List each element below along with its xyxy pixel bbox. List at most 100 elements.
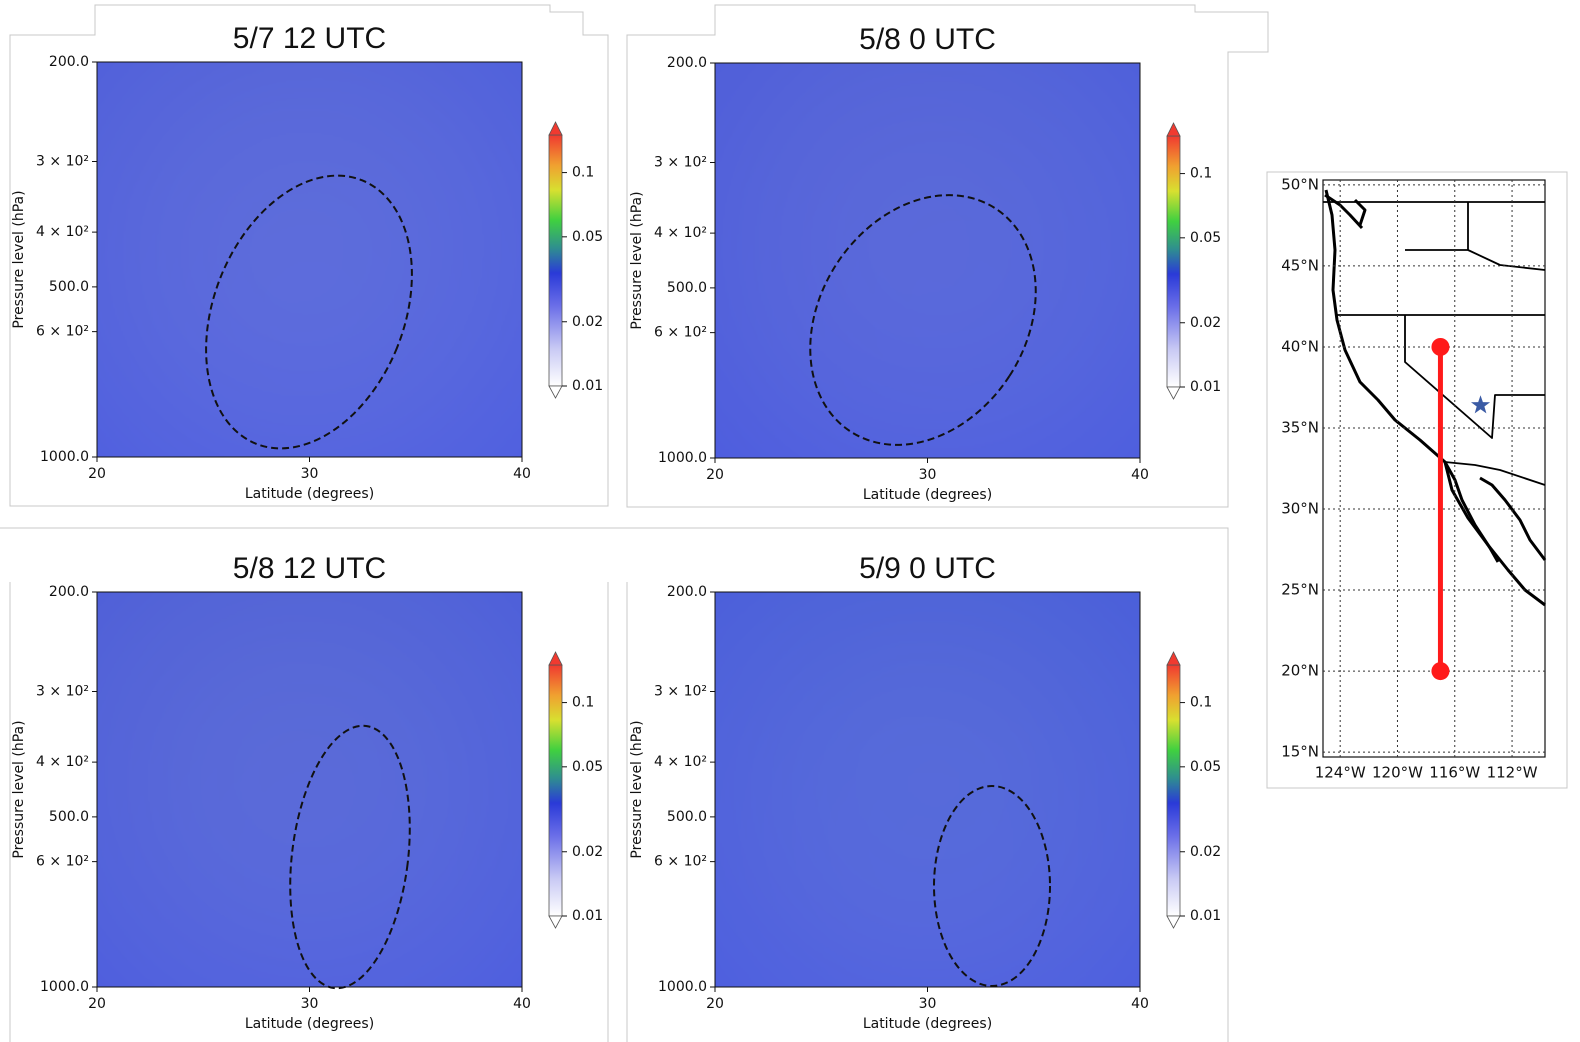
x-tick-label: 20 [88,466,106,482]
y-tick-label: 4 × 10² [36,754,89,770]
y-axis-label: Pressure level (hPa) [11,720,27,858]
y-tick-label: 25°N [1281,581,1319,599]
x-tick-label: 20 [88,996,106,1012]
colorbar-extend-top [548,651,563,666]
y-tick-label: 30°N [1281,500,1319,518]
y-tick-label: 3 × 10² [36,684,89,700]
contour-region [97,445,522,457]
colorbar [1166,664,1181,917]
contour-field [97,592,522,987]
map-frame [1322,179,1546,758]
x-tick-label: 124°W [1315,764,1366,782]
contour-region [161,62,310,92]
x-tick-label: 120°W [1372,764,1423,782]
contour-region [843,327,928,391]
y-tick-label: 4 × 10² [654,754,707,770]
panel: 5/9 0 UTC 20 30 40 200.0 3 × 10² 4 × 10² 500.0 6… [629,552,1221,1032]
colorbar-tick-label: 0.01 [572,378,603,394]
colorbar-tick-label: 0.02 [572,314,603,330]
x-tick-label: 112°W [1487,764,1538,782]
colorbar-tick-label: 0.01 [1190,379,1221,395]
contour-region [225,313,269,370]
colorbar-tick-label: 0.05 [1190,230,1221,246]
y-tick-label: 1000.0 [658,979,707,995]
y-tick-label: 6 × 10² [36,324,89,340]
y-tick-label: 50°N [1281,175,1319,193]
contour-region [821,592,847,624]
x-axis-label: Latitude (degrees) [245,1016,374,1032]
y-axis-label: Pressure level (hPa) [629,191,645,329]
y-axis-label: Pressure level (hPa) [629,720,645,858]
location-star [1471,395,1491,414]
y-tick-label: 40°N [1281,337,1319,355]
y-tick-label: 1000.0 [658,450,707,466]
x-tick-label: 30 [301,466,319,482]
contour-region [1064,95,1140,261]
panel-title: 5/8 0 UTC [859,23,996,56]
transect-end [1431,662,1450,681]
colorbar-tick-label: 0.1 [572,165,594,181]
y-tick-label: 6 × 10² [654,325,707,341]
panel-title: 5/7 12 UTC [233,22,386,55]
contour-region [843,776,992,806]
y-tick-label: 200.0 [49,584,89,600]
field-shapes [715,63,1140,458]
y-tick-label: 6 × 10² [654,854,707,870]
contour-field [715,63,1140,458]
colorbar-tick-label: 0.02 [1190,315,1221,331]
contour-field [97,62,522,457]
contour-region [715,975,1140,987]
x-tick-label: 116°W [1429,764,1480,782]
y-tick-label: 500.0 [667,280,707,296]
contour-region [715,63,906,106]
y-tick-label: 500.0 [667,809,707,825]
contour-region [97,62,165,141]
transect-end [1431,337,1450,356]
colorbar-extend-bottom [548,385,563,399]
x-tick-label: 40 [513,996,531,1012]
contour-region [715,446,1140,458]
colorbar-tick-label: 0.05 [572,759,603,775]
colorbar-extend-bottom [1166,386,1181,400]
colorbar-extend-top [1166,122,1181,137]
y-tick-label: 20°N [1281,662,1319,680]
contour-field [715,592,1140,987]
x-tick-label: 30 [301,996,319,1012]
y-tick-label: 1000.0 [40,449,89,465]
panel-title: 5/9 0 UTC [859,552,996,585]
colorbar-tick-label: 0.02 [572,844,603,860]
x-axis-label: Latitude (degrees) [863,487,992,503]
map-geography [1323,189,1547,607]
y-tick-label: 4 × 10² [36,224,89,240]
colorbar-tick-label: 0.1 [1190,166,1212,182]
x-tick-label: 40 [1131,467,1149,483]
contour-region [97,592,522,718]
x-axis-label: Latitude (degrees) [863,1016,992,1032]
colorbar-extend-bottom [548,915,563,929]
y-tick-label: 3 × 10² [654,155,707,171]
y-tick-label: 15°N [1281,743,1319,761]
panel: 5/8 0 UTC 20 30 40 200.0 3 × 10² 4 × 10² 500.0 6… [629,23,1221,503]
colorbar-extend-top [1166,651,1181,666]
x-tick-label: 20 [706,467,724,483]
x-tick-label: 20 [706,996,724,1012]
y-tick-label: 35°N [1281,418,1319,436]
x-tick-label: 30 [919,996,937,1012]
y-axis-label: Pressure level (hPa) [11,190,27,328]
colorbar [548,664,563,917]
colorbar-extend-top [548,121,563,136]
contour-region [97,62,416,181]
field-shapes [97,62,522,457]
y-tick-label: 200.0 [667,55,707,71]
x-tick-label: 40 [1131,996,1149,1012]
contour-region [140,592,353,623]
panel: 5/8 12 UTC 20 30 40 200.0 3 × 10² 4 × 10² 500.0… [11,552,603,1032]
x-axis-label: Latitude (degrees) [245,486,374,502]
contour-region [949,95,1031,281]
contour-region [1076,280,1140,446]
map: 124°W 120°W 116°W 112°W 50°N 45°N 40°N 35°N 30°N… [1281,175,1547,782]
contour-region [203,872,331,921]
y-tick-label: 500.0 [49,809,89,825]
y-tick-label: 45°N [1281,256,1319,274]
